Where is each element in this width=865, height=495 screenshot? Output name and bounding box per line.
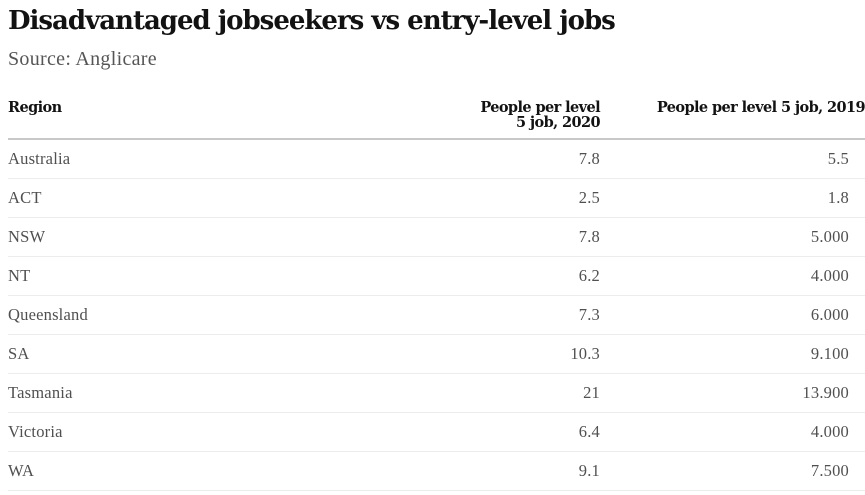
value-2019-cell: 4.000 [608, 412, 865, 452]
table-row: NT 6.2 4.000 [8, 256, 865, 296]
table-row: WA 9.1 7.500 [8, 451, 865, 491]
region-cell: Tasmania [8, 373, 388, 413]
value-2019-cell: 5.5 [608, 139, 865, 179]
value-2019-cell: 6.000 [608, 295, 865, 335]
value-2019-cell: 7.500 [608, 451, 865, 491]
data-table: Region People per level 5 job, 2020 Peop… [8, 96, 865, 491]
value-2019-cell: 9.100 [608, 334, 865, 374]
value-2019-cell: 13.900 [608, 373, 865, 413]
region-cell: NSW [8, 217, 388, 257]
region-cell: SA [8, 334, 388, 374]
value-2020-cell: 7.8 [388, 217, 608, 257]
table-row: SA 10.3 9.100 [8, 334, 865, 374]
region-cell: Victoria [8, 412, 388, 452]
value-2019-cell: 5.000 [608, 217, 865, 257]
chart-title: Disadvantaged jobseekers vs entry-level … [8, 6, 616, 36]
region-cell: Australia [8, 139, 388, 179]
value-2019-cell: 1.8 [608, 178, 865, 218]
value-2020-cell: 9.1 [388, 451, 608, 491]
value-2020-cell: 2.5 [388, 178, 608, 218]
region-cell: WA [8, 451, 388, 491]
column-header-2020: People per level 5 job, 2020 [388, 96, 608, 140]
value-2020-cell: 10.3 [388, 334, 608, 374]
region-cell: NT [8, 256, 388, 296]
column-header-2019: People per level 5 job, 2019 [608, 96, 865, 140]
value-2020-cell: 6.4 [388, 412, 608, 452]
value-2020-cell: 7.8 [388, 139, 608, 179]
value-2020-cell: 21 [388, 373, 608, 413]
table-row: Tasmania 21 13.900 [8, 373, 865, 413]
table-row: Victoria 6.4 4.000 [8, 412, 865, 452]
header-row: Region People per level 5 job, 2020 Peop… [8, 96, 865, 140]
table-header: Region People per level 5 job, 2020 Peop… [8, 96, 865, 140]
value-2020-cell: 6.2 [388, 256, 608, 296]
table-row: Australia 7.8 5.5 [8, 139, 865, 179]
table-row: NSW 7.8 5.000 [8, 217, 865, 257]
region-cell: ACT [8, 178, 388, 218]
column-header-region: Region [8, 96, 388, 140]
chart-source: Source: Anglicare [8, 48, 157, 70]
table-body: Australia 7.8 5.5 ACT 2.5 1.8 NSW 7.8 5.000 NT 6.2… [8, 139, 865, 491]
table-row: ACT 2.5 1.8 [8, 178, 865, 218]
chart-container: Disadvantaged jobseekers vs entry-level … [8, 0, 865, 491]
value-2019-cell: 4.000 [608, 256, 865, 296]
region-cell: Queensland [8, 295, 388, 335]
table-row: Queensland 7.3 6.000 [8, 295, 865, 335]
value-2020-cell: 7.3 [388, 295, 608, 335]
